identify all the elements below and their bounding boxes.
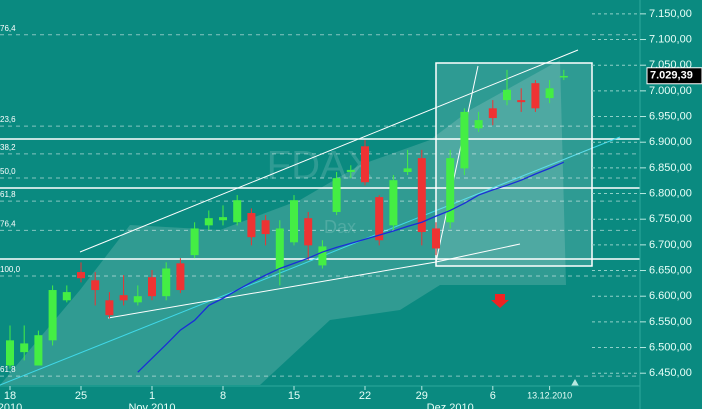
x-month-label: 2010 — [0, 402, 22, 409]
candle-body — [34, 335, 43, 366]
last-price-label: 7.029,39 — [650, 70, 693, 82]
selection-box — [435, 62, 593, 267]
candle-body — [62, 292, 71, 301]
candle-body — [446, 158, 455, 223]
trend-line — [435, 65, 479, 263]
candle-body — [219, 217, 227, 221]
y-tick-label: 7.150,00 — [649, 8, 692, 20]
fib-label: 76,4 — [0, 219, 16, 228]
trend-line — [107, 261, 437, 319]
candle-body — [290, 200, 298, 243]
x-tick-label: 13.12.2010 — [527, 390, 572, 400]
candle-body — [233, 200, 242, 223]
y-tick-label: 6.550,00 — [649, 316, 692, 328]
moving-average — [137, 161, 565, 373]
candle-body — [261, 220, 270, 235]
candle-body — [190, 228, 199, 256]
candle-body — [204, 218, 213, 226]
x-month-label: Nov 2010 — [128, 402, 175, 409]
candle-body — [389, 180, 398, 226]
fib-label: 61,8 — [0, 365, 16, 374]
x-tick-label: 15 — [288, 390, 300, 402]
y-tick-label: 6.750,00 — [649, 213, 692, 225]
candle-body — [176, 263, 185, 291]
y-tick-label: 6.800,00 — [649, 187, 692, 199]
fib-label: 76,4 — [0, 24, 16, 33]
candle-body — [318, 246, 327, 266]
candle-body — [119, 295, 128, 301]
candle-body — [531, 83, 540, 109]
fib-label: 23,6 — [0, 115, 16, 124]
y-tick-label: 6.650,00 — [649, 264, 692, 276]
fib-label: 38,2 — [0, 143, 16, 152]
candle-body — [545, 88, 554, 99]
y-tick-label: 6.900,00 — [649, 136, 692, 148]
x-tick-label: 8 — [220, 390, 226, 402]
x-tick-label: 29 — [416, 390, 428, 402]
candle-body — [375, 197, 384, 241]
candle-body — [559, 75, 568, 78]
candle-body — [403, 168, 412, 172]
x-tick-label: 22 — [359, 390, 371, 402]
cloud — [0, 60, 566, 385]
y-tick-label: 7.100,00 — [649, 33, 692, 45]
candle-body — [275, 228, 284, 271]
fib-label: 100,0 — [0, 265, 21, 274]
candle-body — [304, 218, 313, 246]
candle-body — [488, 108, 497, 119]
candle-body — [517, 100, 526, 103]
candle-body — [148, 277, 156, 297]
candle-body — [432, 228, 440, 249]
x-tick-label: 25 — [75, 390, 87, 402]
candle-body — [48, 290, 57, 341]
candle-body — [361, 146, 369, 183]
candle-body — [6, 340, 14, 366]
fib-label: 61,8 — [0, 190, 16, 199]
candle-body — [346, 169, 355, 172]
candle-body — [20, 343, 29, 353]
y-tick-label: 6.600,00 — [649, 290, 692, 302]
candle-body — [247, 213, 256, 238]
x-tick-label: 18 — [4, 390, 16, 402]
candle-body — [77, 272, 85, 279]
candle-body — [91, 280, 100, 291]
candle-body — [133, 296, 142, 303]
last-price-box — [646, 67, 702, 85]
candle-body — [503, 89, 511, 101]
candle-body — [162, 268, 171, 297]
arrow-down — [491, 294, 509, 308]
candle-body — [417, 158, 426, 233]
candle-body — [332, 178, 341, 213]
x-month-label: Dez 2010 — [427, 402, 474, 409]
watermark: FDAX — [267, 144, 374, 188]
y-tick-label: 6.450,00 — [649, 367, 692, 379]
trend-line — [0, 136, 621, 386]
scroll-marker — [571, 379, 579, 386]
x-tick-label: 6 — [490, 390, 496, 402]
candle-body — [105, 300, 114, 316]
trend-line — [79, 49, 579, 253]
y-tick-label: 6.700,00 — [649, 239, 692, 251]
candle-body — [474, 120, 483, 129]
y-tick-label: 6.950,00 — [649, 110, 692, 122]
trend-line — [435, 243, 521, 263]
y-tick-label: 7.000,00 — [649, 85, 692, 97]
candle-body — [460, 111, 469, 169]
x-tick-label: 1 — [149, 390, 155, 402]
watermark-sub: Dax — [324, 217, 356, 237]
y-tick-label: 6.850,00 — [649, 162, 692, 174]
y-tick-label: 6.500,00 — [649, 341, 692, 353]
fib-label: 50,0 — [0, 167, 16, 176]
